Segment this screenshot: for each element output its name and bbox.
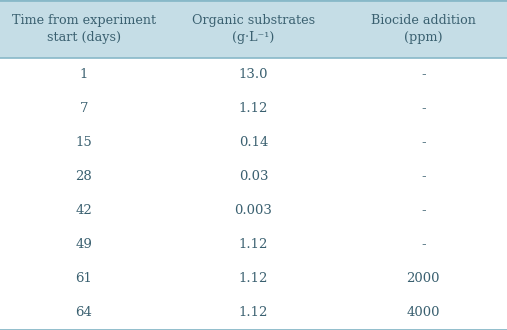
Text: 28: 28 [75,170,92,183]
Text: -: - [421,238,426,251]
Bar [0,0,507,58]
Text: 13.0: 13.0 [239,68,268,81]
Text: -: - [421,68,426,81]
Text: 15: 15 [75,136,92,149]
Text: 1.12: 1.12 [239,102,268,115]
Text: 61: 61 [75,273,92,285]
Text: 7: 7 [80,102,88,115]
Text: 0.003: 0.003 [235,204,272,217]
Text: 0.03: 0.03 [239,170,268,183]
Text: 1: 1 [80,68,88,81]
Bar [0,58,507,330]
Text: 1.12: 1.12 [239,307,268,319]
Text: Biocide addition
(ppm): Biocide addition (ppm) [371,14,476,44]
Text: 4000: 4000 [407,307,440,319]
Text: 2000: 2000 [407,273,440,285]
Text: 64: 64 [75,307,92,319]
Text: 1.12: 1.12 [239,238,268,251]
Text: -: - [421,170,426,183]
Text: 42: 42 [75,204,92,217]
Text: 49: 49 [75,238,92,251]
Text: -: - [421,102,426,115]
Text: -: - [421,136,426,149]
Text: Organic substrates
(g·L⁻¹): Organic substrates (g·L⁻¹) [192,14,315,44]
Text: -: - [421,204,426,217]
Text: Time from experiment
start (days): Time from experiment start (days) [12,14,156,44]
Text: 0.14: 0.14 [239,136,268,149]
Text: 1.12: 1.12 [239,273,268,285]
